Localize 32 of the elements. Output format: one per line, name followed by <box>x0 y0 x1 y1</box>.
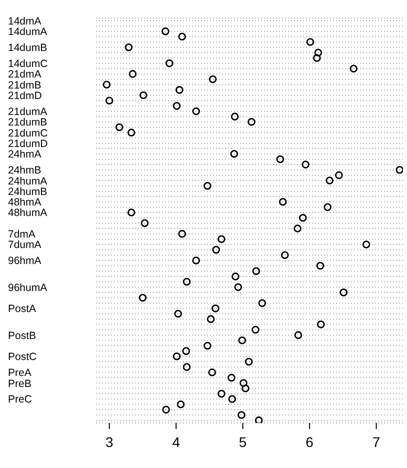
y-tick-label: 14dmA <box>8 15 42 28</box>
y-tick-label: 21dmB <box>8 79 42 92</box>
y-tick-label: 24hmB <box>8 164 42 177</box>
y-tick-label: 96hmA <box>8 255 42 268</box>
x-tick-label: 7 <box>372 434 380 450</box>
y-tick-label: 21dumC <box>8 127 48 140</box>
y-tick-label: 21dmD <box>8 90 42 102</box>
y-tick-label: 24humB <box>8 186 48 198</box>
y-tick-label: 48humA <box>8 207 48 220</box>
y-tick-label: 21dumB <box>8 116 48 129</box>
y-tick-label: 21dmA <box>8 68 42 81</box>
y-tick-label: 24humA <box>8 175 48 188</box>
y-tick-label: 7dumA <box>8 239 42 252</box>
y-tick-label: 14dumC <box>8 58 48 70</box>
y-tick-label: 14dumB <box>8 42 48 54</box>
y-tick-label: 21dumD <box>8 138 48 150</box>
y-tick-label: 14dumA <box>8 26 48 38</box>
y-tick-label: 24hmA <box>8 148 42 161</box>
y-tick-label: 21dumA <box>8 106 48 118</box>
y-tick-label: 48hmA <box>8 196 42 209</box>
y-tick-label: 7dmA <box>8 228 36 241</box>
y-tick-label: 96humA <box>8 282 48 294</box>
y-tick-label: PreA <box>8 367 32 380</box>
x-tick-label: 6 <box>306 434 314 450</box>
y-tick-label: PreB <box>8 378 32 390</box>
y-tick-label: PreC <box>8 394 32 406</box>
x-tick-label: 3 <box>105 434 114 450</box>
y-tick-label: PostC <box>8 351 38 364</box>
y-tick-label: PostB <box>8 330 36 342</box>
x-tick-label: 4 <box>172 434 180 450</box>
x-tick-label: 5 <box>238 434 247 450</box>
y-tick-label: PostA <box>8 303 36 316</box>
